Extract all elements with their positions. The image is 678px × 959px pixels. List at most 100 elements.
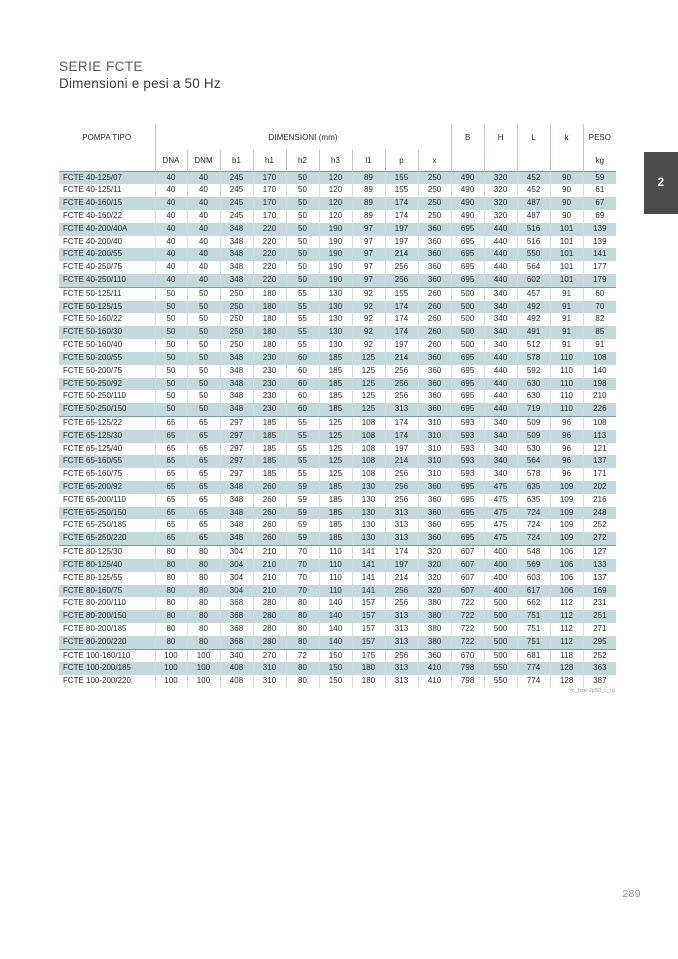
value-cell: 190 <box>318 248 352 262</box>
value-cell: 139 <box>582 222 617 236</box>
chapter-tab: 2 <box>644 152 678 214</box>
header-col-B-spacer <box>450 150 485 171</box>
value-cell: 185 <box>318 390 352 404</box>
value-cell: 110 <box>318 545 352 559</box>
header-spacer <box>59 150 155 171</box>
value-cell: 348 <box>219 261 253 274</box>
value-cell: 492 <box>516 313 551 327</box>
value-cell: 91 <box>582 339 617 352</box>
value-cell: 80 <box>186 610 220 623</box>
value-cell: 97 <box>351 261 385 274</box>
value-cell: 50 <box>285 171 319 185</box>
table-row: FCTE 100-200/185 100 100 408 310 80 150 180 313 4… <box>59 662 617 676</box>
value-cell: 360 <box>417 248 452 262</box>
value-cell: 607 <box>450 571 485 585</box>
value-cell: 174 <box>384 300 418 314</box>
value-cell: 360 <box>417 351 452 365</box>
value-cell: 695 <box>450 506 485 520</box>
value-cell: 798 <box>450 662 485 676</box>
value-cell: 65 <box>186 468 220 481</box>
table-row: FCTE 40-125/07 40 40 245 170 50 120 89 155 250 490… <box>59 171 617 185</box>
value-cell: 110 <box>549 377 584 391</box>
value-cell: 179 <box>582 274 617 288</box>
pump-type-cell: FCTE 65-125/30 <box>59 429 155 443</box>
value-cell: 304 <box>219 571 253 585</box>
value-cell: 50 <box>154 390 187 404</box>
value-cell: 65 <box>154 506 187 520</box>
value-cell: 313 <box>384 675 418 688</box>
value-cell: 170 <box>252 184 286 198</box>
pump-type-cell: FCTE 65-250/150 <box>59 506 155 520</box>
value-cell: 180 <box>351 662 385 676</box>
value-cell: 61 <box>582 184 617 198</box>
pump-type-cell: FCTE 65-125/22 <box>59 416 155 430</box>
value-cell: 50 <box>154 313 187 327</box>
value-cell: 250 <box>417 209 452 223</box>
value-cell: 50 <box>154 377 187 391</box>
value-cell: 65 <box>186 416 220 430</box>
value-cell: 141 <box>351 558 385 572</box>
value-cell: 65 <box>186 442 220 456</box>
header-col-x: x <box>417 150 452 171</box>
value-cell: 125 <box>351 351 385 365</box>
pump-type-cell: FCTE 40-250/75 <box>59 261 155 274</box>
header-col-k: k <box>549 124 584 150</box>
value-cell: 751 <box>516 622 551 636</box>
value-cell: 368 <box>219 597 253 611</box>
pump-type-cell: FCTE 40-200/40 <box>59 235 155 249</box>
pump-type-cell: FCTE 40-200/40A <box>59 222 155 236</box>
value-cell: 271 <box>582 622 617 636</box>
header-col-L-spacer <box>516 150 551 171</box>
value-cell: 40 <box>154 184 187 198</box>
value-cell: 80 <box>186 558 220 572</box>
value-cell: 340 <box>483 339 518 352</box>
value-cell: 569 <box>516 558 551 572</box>
value-cell: 65 <box>186 429 220 443</box>
value-cell: 220 <box>252 222 286 236</box>
value-cell: 348 <box>219 235 253 249</box>
value-cell: 125 <box>318 416 352 430</box>
table-row: FCTE 50-200/55 50 50 348 230 60 185 125 214 360 69… <box>59 351 617 365</box>
page-title: SERIE FCTE Dimensioni e pesi a 50 Hz <box>59 58 479 93</box>
value-cell: 90 <box>549 184 584 198</box>
value-cell: 310 <box>417 468 452 481</box>
value-cell: 65 <box>186 532 220 547</box>
value-cell: 313 <box>384 662 418 676</box>
value-cell: 130 <box>318 300 352 314</box>
value-cell: 320 <box>417 545 452 559</box>
value-cell: 100 <box>186 662 220 676</box>
value-cell: 670 <box>450 649 485 663</box>
value-cell: 297 <box>219 429 253 443</box>
pump-type-cell: FCTE 65-200/110 <box>59 493 155 507</box>
value-cell: 185 <box>318 519 352 533</box>
value-cell: 109 <box>549 532 584 547</box>
value-cell: 180 <box>252 339 286 352</box>
value-cell: 320 <box>483 184 518 198</box>
value-cell: 118 <box>549 649 584 663</box>
value-cell: 500 <box>450 313 485 327</box>
value-cell: 387 <box>582 675 617 688</box>
value-cell: 593 <box>450 416 485 430</box>
value-cell: 724 <box>516 519 551 533</box>
value-cell: 340 <box>219 649 253 663</box>
value-cell: 109 <box>549 481 584 494</box>
value-cell: 245 <box>219 171 253 185</box>
value-cell: 695 <box>450 519 485 533</box>
value-cell: 40 <box>186 274 220 288</box>
value-cell: 59 <box>285 506 319 520</box>
value-cell: 113 <box>582 429 617 443</box>
header-unit-kg: kg <box>582 150 617 171</box>
value-cell: 245 <box>219 197 253 210</box>
table-row: FCTE 80-200/150 80 80 368 280 80 140 157 313 380 7… <box>59 610 617 623</box>
value-cell: 348 <box>219 493 253 507</box>
value-cell: 92 <box>351 300 385 314</box>
value-cell: 248 <box>582 506 617 520</box>
value-cell: 50 <box>285 197 319 210</box>
value-cell: 96 <box>549 416 584 430</box>
value-cell: 120 <box>318 171 352 185</box>
value-cell: 55 <box>285 287 319 301</box>
value-cell: 90 <box>549 171 584 185</box>
series-name: SERIE FCTE <box>59 59 144 74</box>
value-cell: 101 <box>549 248 584 262</box>
value-cell: 72 <box>285 649 319 663</box>
